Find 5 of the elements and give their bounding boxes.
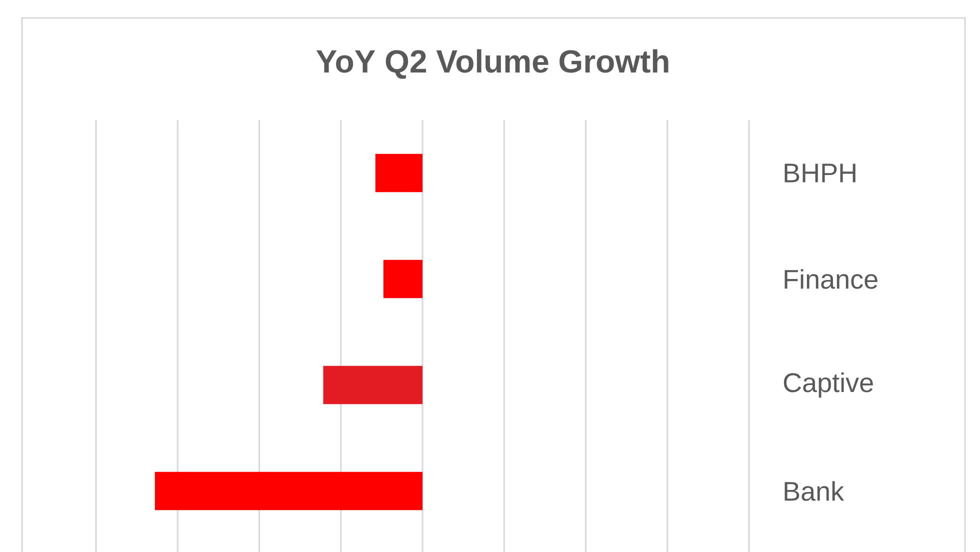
y-tick-label: Finance (784, 269, 878, 289)
text: YoY Q2 Volume Growth (316, 49, 668, 79)
y-tick-label: BHPH (784, 164, 856, 182)
y-tick-label: Bank (784, 481, 844, 501)
y-tick-label: Captive (784, 372, 873, 398)
